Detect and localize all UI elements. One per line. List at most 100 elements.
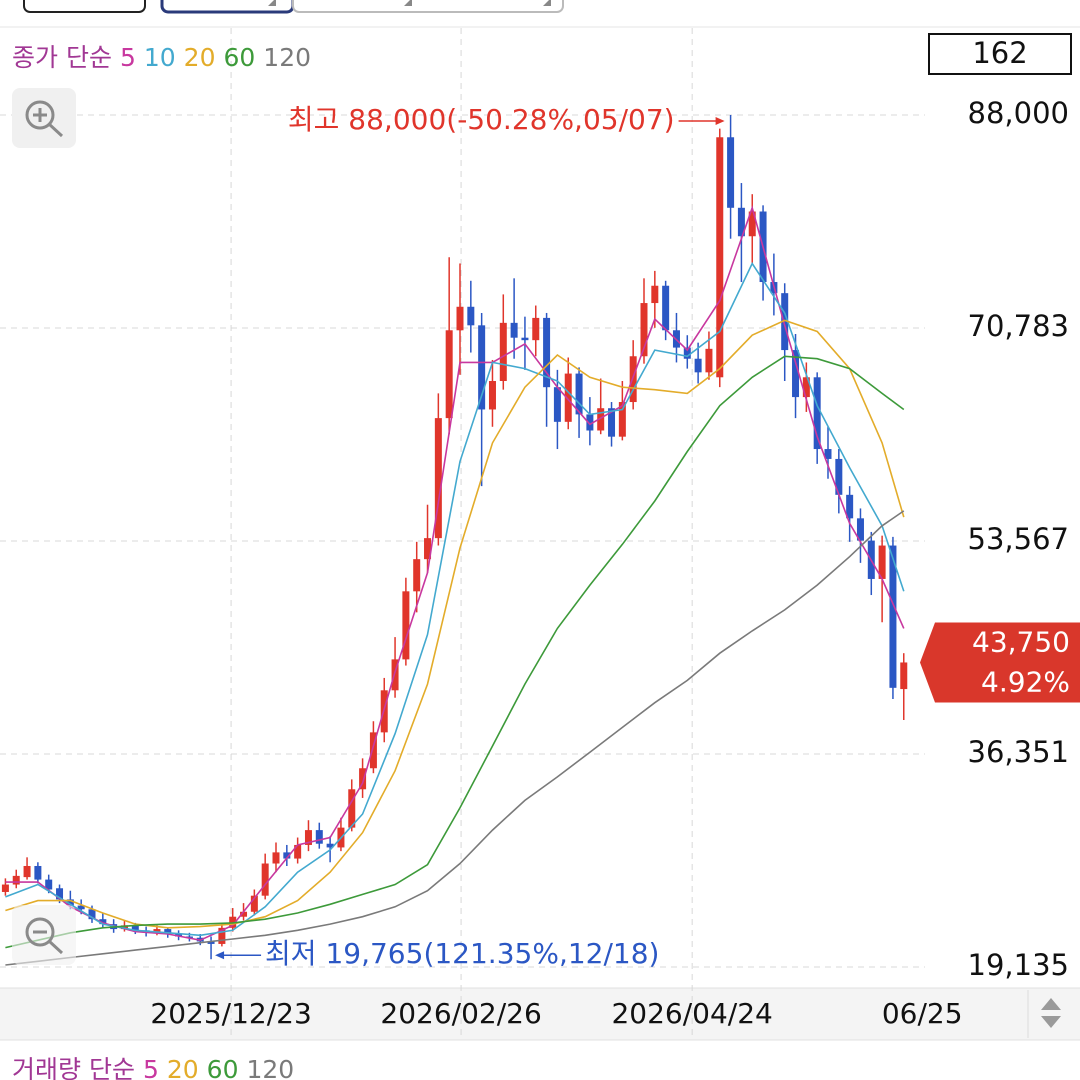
candle-body	[553, 387, 561, 422]
candle-body	[608, 408, 616, 437]
candle-body	[164, 929, 172, 935]
candle-body	[532, 317, 540, 341]
plot	[1, 115, 908, 966]
candle-body	[651, 285, 659, 304]
candle-body	[586, 414, 594, 431]
price-tag-value: 43,750	[972, 625, 1070, 658]
candle-body	[131, 925, 139, 931]
legend-entry: 60	[207, 1055, 239, 1080]
candle-body	[45, 879, 53, 890]
legend-entry: 120	[246, 1055, 294, 1080]
count-label: 162	[972, 36, 1027, 70]
candle-body	[56, 888, 64, 900]
candle-body	[640, 303, 648, 357]
moving-average-line	[5, 510, 905, 966]
candle-body	[662, 285, 670, 331]
x-tick-label: 06/25	[882, 997, 963, 1030]
candle-body	[478, 325, 486, 410]
candle-body	[185, 936, 193, 939]
candle-body	[240, 911, 248, 917]
candle-body	[218, 927, 226, 944]
legend-entry: 10	[144, 43, 176, 72]
candle-body	[12, 875, 20, 885]
zoom-out-button[interactable]	[12, 905, 76, 965]
x-tick-label: 2025/12/23	[150, 997, 311, 1030]
candle-body	[434, 418, 442, 539]
price-tag	[920, 622, 1080, 703]
candle-body	[283, 852, 291, 859]
toolbar-button[interactable]	[292, 0, 564, 13]
candle-body	[99, 919, 107, 925]
candle-body	[207, 941, 215, 944]
legend-entry: 5	[120, 43, 136, 72]
moving-average-line	[5, 261, 905, 937]
candle-body	[597, 408, 605, 431]
legend-entry: 20	[167, 1055, 199, 1080]
candle-body	[835, 458, 843, 495]
candle-body	[683, 347, 691, 359]
candle-body	[824, 449, 832, 459]
candle-body	[1, 884, 9, 892]
annotation-arrowhead	[715, 117, 725, 126]
candle-body	[424, 538, 432, 560]
candle-body	[467, 306, 475, 326]
legend: 종가 단순 5 10 20 60 120	[12, 43, 311, 72]
candle-body	[737, 207, 745, 237]
legend-entry: 60	[223, 43, 255, 72]
toolbar-button[interactable]	[160, 0, 295, 14]
candle-body	[261, 863, 269, 896]
y-tick-label: 88,000	[968, 96, 1069, 130]
candle-body	[543, 317, 551, 388]
candle-body	[23, 865, 31, 878]
candle-body	[294, 844, 302, 859]
candle-body	[694, 358, 702, 373]
candle-body	[456, 306, 464, 331]
legend-label: 거래량 단순	[12, 1055, 135, 1080]
candle-body	[326, 843, 334, 848]
legend-label: 종가 단순	[12, 43, 112, 72]
candle-body	[34, 865, 42, 880]
candle-body	[445, 330, 453, 419]
overlay: 162	[12, 33, 1072, 965]
annotation-arrowhead	[215, 951, 225, 960]
legend-entry: 120	[263, 43, 311, 72]
candle-body	[846, 494, 854, 519]
candle-body	[521, 337, 529, 341]
candle-body	[499, 322, 507, 382]
candle-body	[391, 659, 399, 691]
candle-body	[315, 830, 323, 844]
y-tick-label: 53,567	[968, 522, 1069, 556]
candle-body	[488, 381, 496, 410]
candle-body	[413, 559, 421, 592]
scroll-arrows[interactable]	[1041, 998, 1061, 1028]
candle-body	[510, 322, 518, 338]
candle-body	[402, 591, 410, 660]
candle-body	[705, 348, 713, 373]
candle-body	[359, 768, 367, 790]
candle-body	[813, 377, 821, 450]
candle-body	[66, 899, 74, 906]
candle-body	[272, 852, 280, 864]
top-toolbar	[0, 0, 1080, 28]
x-tick-label: 2026/02/26	[380, 997, 541, 1030]
candle-body	[878, 545, 886, 579]
zoom-out-icon	[33, 930, 64, 955]
zoom-in-icon	[25, 100, 55, 130]
candle-body	[77, 905, 85, 910]
moving-average-line	[5, 205, 905, 942]
y-tick-label: 36,351	[968, 735, 1069, 769]
grid	[0, 28, 925, 1040]
candle-body	[618, 402, 626, 437]
low-annotation: 최저 19,765(121.35%,12/18)	[265, 937, 659, 970]
moving-average-line	[5, 355, 905, 949]
candle-body	[564, 373, 572, 422]
volume-legend: 거래량 단순 5 20 60 120	[12, 1055, 294, 1080]
candle-body	[88, 909, 96, 920]
toolbar-button[interactable]	[23, 0, 146, 13]
price-tag-change: 4.92%	[981, 665, 1070, 698]
zoom-in-button[interactable]	[12, 88, 76, 148]
legend-entry: 5	[143, 1055, 159, 1080]
zoom-in-icon	[33, 108, 64, 138]
candle-body	[900, 662, 908, 690]
